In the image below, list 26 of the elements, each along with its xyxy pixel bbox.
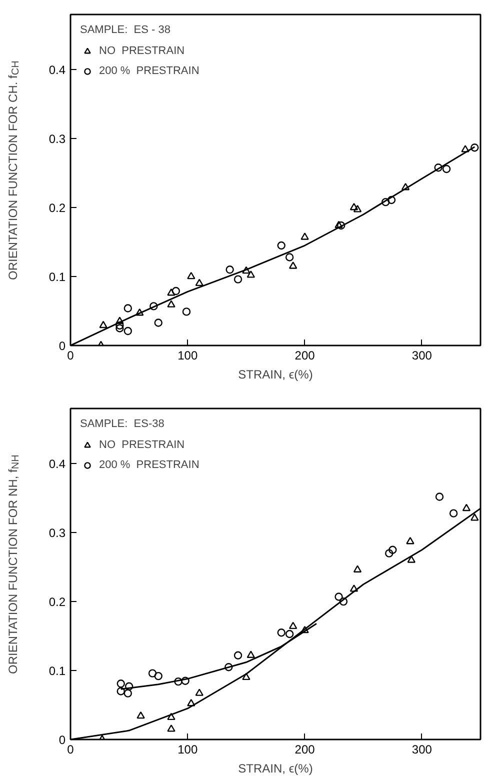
y-tick-label: 0 bbox=[58, 733, 66, 747]
y-tick-label: 0.1 bbox=[48, 664, 66, 678]
legend-label: NO PRESTRAIN bbox=[99, 45, 185, 57]
y-tick-label: 0.2 bbox=[48, 595, 66, 610]
x-tick-label: 300 bbox=[412, 742, 432, 756]
x-tick-label: 100 bbox=[178, 742, 198, 756]
x-tick-label: 200 bbox=[294, 348, 316, 362]
legend-label: 200 % PRESTRAIN bbox=[99, 459, 200, 471]
x-tick-label: 100 bbox=[178, 348, 198, 362]
x-tick-label: 0 bbox=[67, 742, 74, 756]
y-tick-label: 0.4 bbox=[48, 457, 66, 472]
x-tick-label: 0 bbox=[67, 348, 74, 362]
legend-label: NO PRESTRAIN bbox=[99, 439, 185, 451]
x-tick-label: 300 bbox=[412, 348, 432, 362]
y-tick-label: 0.2 bbox=[48, 201, 66, 216]
x-axis-title: STRAIN, ϵ(%) bbox=[238, 762, 313, 776]
y-tick-label: 0.1 bbox=[48, 270, 66, 284]
x-tick-label: 200 bbox=[294, 742, 316, 756]
y-tick-label: 0.3 bbox=[48, 132, 66, 146]
legend-title: SAMPLE: ES - 38 bbox=[80, 24, 172, 36]
legend-title: SAMPLE: ES-38 bbox=[80, 418, 166, 430]
y-tick-label: 0.3 bbox=[48, 526, 66, 540]
y-tick-label: 0 bbox=[58, 339, 66, 353]
y-tick-label: 0.4 bbox=[48, 63, 66, 78]
x-axis-title: STRAIN, ϵ(%) bbox=[238, 368, 313, 382]
legend-label: 200 % PRESTRAIN bbox=[99, 65, 200, 77]
